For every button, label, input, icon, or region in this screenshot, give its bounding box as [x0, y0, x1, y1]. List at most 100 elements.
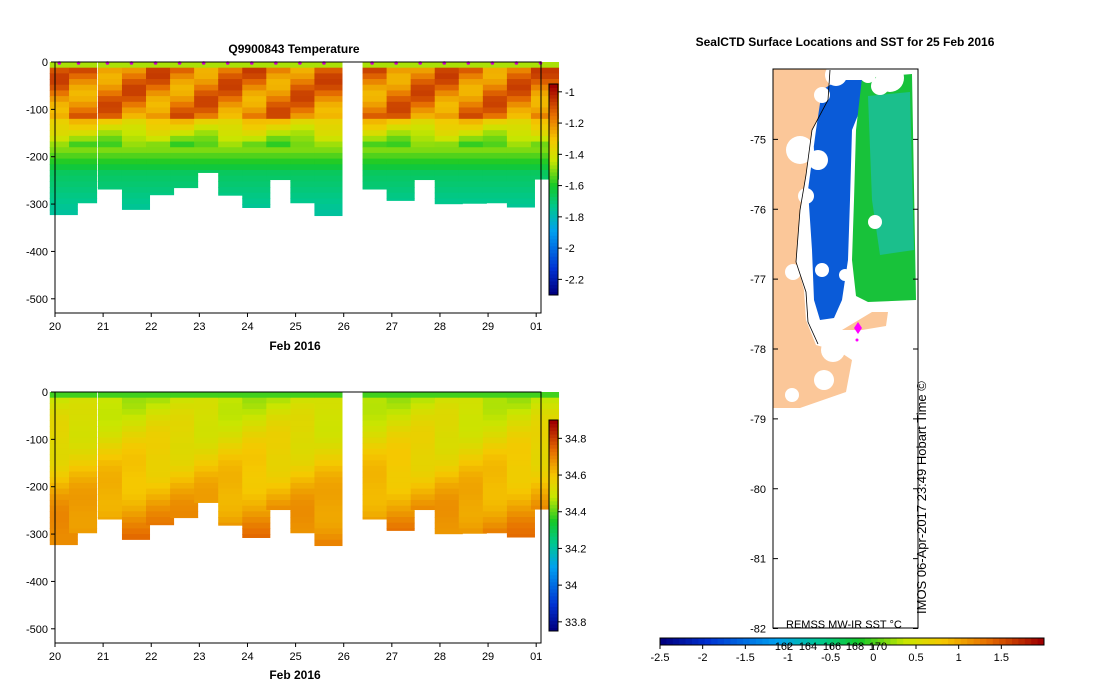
colorbar-swatch [549, 217, 558, 222]
section-cell [506, 73, 535, 80]
section-cell [290, 152, 319, 160]
section-cell [49, 175, 78, 182]
section-cell [69, 198, 98, 204]
section-cell [121, 448, 151, 456]
section-cell [194, 101, 223, 109]
section-cell [170, 175, 199, 182]
section-cell [530, 124, 560, 131]
section-cell [290, 403, 319, 410]
section-cell [314, 79, 343, 86]
section-cell [69, 522, 98, 529]
colorbar-swatch [896, 638, 904, 645]
section-cell [97, 124, 126, 131]
section-cell [314, 414, 343, 422]
section-cell [121, 522, 151, 529]
section-cell [146, 141, 175, 148]
section-cell [482, 118, 511, 126]
section-cell [434, 147, 463, 154]
section-cell [482, 471, 511, 478]
section-cell [69, 528, 98, 534]
section-cell [146, 471, 175, 478]
section-cell [266, 169, 295, 177]
section-cell [434, 517, 463, 524]
section-cell [49, 204, 78, 211]
section-cell [386, 73, 415, 80]
sst-colorbar: -2.5 -2 -1.5 -1 -0.5 0 0.5 1 1.5 [651, 637, 1045, 664]
section-cell [121, 409, 151, 416]
section-cell [506, 192, 535, 199]
section-cell [218, 426, 247, 433]
section-cell [314, 73, 343, 80]
section-cell [242, 147, 271, 154]
section-cell [218, 96, 247, 103]
section-cell [49, 73, 78, 80]
section-cell [410, 443, 439, 450]
section-cell [386, 79, 415, 86]
section-cell [362, 460, 391, 467]
colorbar-swatch [549, 98, 558, 103]
section-cell [386, 152, 415, 160]
section-cell [242, 499, 271, 507]
section-cell [97, 409, 126, 416]
section-cell [290, 130, 319, 137]
section-cell [242, 175, 271, 182]
colorbar-swatch [549, 430, 558, 435]
colorbar-swatch [549, 245, 558, 250]
section-cell [530, 454, 560, 461]
section-cell [410, 130, 439, 137]
section-cell [146, 460, 175, 467]
salinity-y-axis: 0 -100 -200 -300 -400 -500 [26, 387, 55, 636]
section-cell [362, 431, 391, 439]
section-cell [410, 62, 439, 69]
x-tick-label: 27 [386, 321, 398, 333]
section-cell [146, 522, 175, 526]
section-cell [290, 67, 319, 74]
section-cell [170, 443, 199, 450]
section-cell [482, 465, 511, 473]
section-cell [121, 471, 151, 478]
section-cell [146, 499, 175, 507]
section-cell [194, 392, 223, 399]
section-cell [121, 392, 151, 399]
section-cell [49, 528, 78, 535]
section-cell [49, 113, 78, 120]
section-cell [386, 130, 415, 137]
section-cell [69, 409, 98, 416]
colorbar-swatch [549, 112, 558, 117]
section-cell [49, 488, 78, 495]
section-cell [266, 431, 295, 439]
colorbar-swatch [685, 638, 693, 645]
section-cell [362, 488, 391, 495]
salinity-plot-frame [54, 391, 542, 644]
section-cell [386, 431, 415, 439]
section-cell [97, 499, 126, 507]
colorbar-swatch [549, 252, 558, 257]
section-cell [69, 431, 98, 439]
colorbar-swatch [813, 638, 821, 645]
section-cell [410, 488, 439, 495]
section-cell [386, 135, 415, 143]
section-cell [266, 164, 295, 171]
section-cell [458, 152, 487, 160]
x-tick-label: 23 [193, 651, 205, 663]
section-cell [266, 73, 295, 80]
colorbar-swatch [549, 550, 558, 555]
section-cell [170, 454, 199, 461]
colorbar-swatch [724, 638, 731, 645]
cloud-mask [821, 338, 845, 362]
section-cell [410, 158, 439, 165]
colorbar-frame [548, 419, 559, 632]
section-cell [146, 187, 175, 194]
section-cell [314, 67, 343, 74]
colorbar-swatch [549, 171, 558, 176]
section-cell [218, 505, 247, 512]
colorbar-swatch [549, 507, 558, 512]
lat-tick-label: -80 [750, 484, 766, 496]
section-cell [121, 181, 151, 188]
section-cell [314, 124, 343, 131]
section-cell [386, 409, 415, 416]
colorbar-swatch [549, 87, 558, 92]
section-cell [314, 494, 343, 501]
section-cell [530, 107, 560, 114]
section-cell [482, 147, 511, 154]
